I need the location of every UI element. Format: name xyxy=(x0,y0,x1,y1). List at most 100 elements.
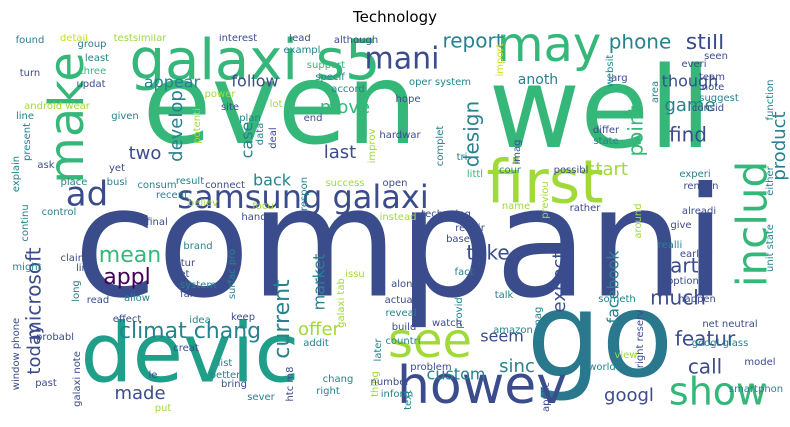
word-rather: rather xyxy=(570,203,602,214)
word-note: note xyxy=(702,82,725,93)
word-end: end xyxy=(304,113,323,124)
word-climat-chang: climat chang xyxy=(119,319,261,344)
word-present: present xyxy=(22,123,33,161)
word-part: part xyxy=(657,254,698,278)
word-samsung-galaxi: samsung galaxi xyxy=(177,178,428,216)
word-previou: previou xyxy=(540,181,551,219)
word-issu: issu xyxy=(345,269,365,280)
word-alreadi: alreadi xyxy=(682,206,716,217)
word-devic: devic xyxy=(81,306,300,401)
word-problem: problem xyxy=(410,362,451,373)
word-even: even xyxy=(142,40,417,170)
word-possibl: possibl xyxy=(554,165,589,176)
word-open: open xyxy=(383,178,408,189)
word-compani: compani xyxy=(74,155,727,332)
word-improv: improv xyxy=(367,129,378,164)
word-focu: focu xyxy=(252,201,273,212)
word-hope: hope xyxy=(396,94,421,105)
word-may: may xyxy=(497,34,602,73)
word-someth: someth xyxy=(598,294,635,305)
word-three: three xyxy=(80,66,106,77)
word-howev: howev xyxy=(397,356,567,414)
word-well: well xyxy=(489,44,712,174)
word-probabl: probabl xyxy=(36,332,74,343)
word-option: option xyxy=(667,276,699,287)
word-anoth: anoth xyxy=(518,72,558,88)
word-keep: keep xyxy=(231,312,255,323)
word-ad: ad xyxy=(66,175,108,215)
word-first: first xyxy=(486,148,603,218)
word-game: game xyxy=(664,95,715,116)
word-success: success xyxy=(325,178,364,189)
word-limit: limit xyxy=(76,263,98,274)
word-although: although xyxy=(334,35,378,46)
word-effect: effect xyxy=(113,314,142,325)
word-googl: googl xyxy=(604,385,654,406)
word-requir: requir xyxy=(455,223,486,234)
word-brand: brand xyxy=(183,241,212,252)
word-potenti: potenti xyxy=(192,108,203,144)
word-right-reserv: right reserv xyxy=(635,310,646,368)
word-differ: differ xyxy=(593,125,620,136)
word-control: control xyxy=(42,207,77,218)
word-last: last xyxy=(324,142,356,163)
word-reveal: reveal xyxy=(385,308,416,319)
word-oper-system: oper system xyxy=(409,77,471,88)
word-deal: deal xyxy=(268,127,279,148)
word-addit: addit xyxy=(303,338,329,349)
word-name: name xyxy=(502,201,530,212)
word-connect: connect xyxy=(205,180,245,191)
word-final: final xyxy=(146,217,168,228)
word-detail: detail xyxy=(60,34,88,44)
word-smartphon: smartphon xyxy=(729,384,783,395)
word-yet: yet xyxy=(109,163,125,174)
word-though: though xyxy=(662,72,719,91)
word-view: view xyxy=(614,350,637,361)
word-talk: talk xyxy=(495,290,514,301)
word-everi: everi xyxy=(681,59,706,70)
word-follow: follow xyxy=(231,72,278,91)
word-lead: lead xyxy=(289,34,310,44)
word-includ: includ xyxy=(728,161,777,287)
word-still: still xyxy=(686,34,724,55)
word-appear: appear xyxy=(144,73,201,92)
word-today: today xyxy=(24,323,45,375)
word-long: long xyxy=(71,280,82,302)
word-design: design xyxy=(460,101,484,167)
word-tri: tri xyxy=(457,152,468,163)
word-appl: appl xyxy=(103,265,151,290)
word-find: find xyxy=(669,123,707,147)
word-galaxi-s5: galaxi s5 xyxy=(129,34,380,93)
word-earlier: earlier xyxy=(680,249,713,260)
word-larg: larg xyxy=(608,73,627,84)
word-two: two xyxy=(129,143,162,164)
word-hand: hand xyxy=(241,212,266,223)
word-allow: allow xyxy=(124,293,150,304)
word-lot: lot xyxy=(270,99,283,110)
word-exampl: exampl xyxy=(284,45,321,56)
word-put: put xyxy=(155,403,172,414)
word-case: case xyxy=(238,122,257,159)
word-might: might xyxy=(12,262,41,273)
word-websit: websit xyxy=(605,55,616,88)
word-world: world xyxy=(588,362,616,373)
word-sever: sever xyxy=(247,392,275,403)
word-ask: ask xyxy=(37,160,54,171)
word-let: let xyxy=(177,269,190,280)
word-far: far xyxy=(180,289,195,300)
word-seem: seem xyxy=(480,327,524,346)
word-given: given xyxy=(111,111,139,122)
word-product: product xyxy=(769,111,790,180)
word-phone: phone xyxy=(609,34,672,54)
word-explain: explain xyxy=(11,156,22,192)
word-happen: happen xyxy=(678,294,716,305)
word-take: take xyxy=(466,241,509,265)
word-better: better xyxy=(210,370,241,381)
word-around: around xyxy=(633,203,644,238)
word-read: read xyxy=(87,295,110,306)
word-area: area xyxy=(650,81,661,103)
word-complet: complet xyxy=(435,126,446,167)
word-android-wear: android wear xyxy=(24,101,91,112)
word-facebook: facebook xyxy=(604,250,623,324)
